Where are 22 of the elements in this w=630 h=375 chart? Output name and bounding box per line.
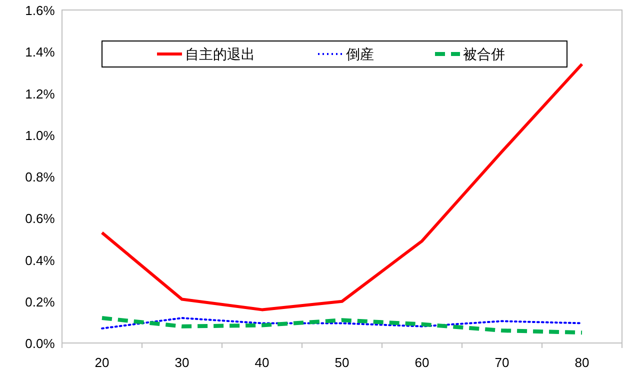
x-tick-label: 30 — [174, 355, 190, 370]
y-tick-label: 0.8% — [25, 170, 56, 184]
line-series — [100, 62, 584, 312]
y-tick-label: 1.6% — [25, 3, 56, 18]
y-tick-label: 0.6% — [25, 211, 56, 226]
legend-label: 自主的退出 — [185, 46, 255, 62]
y-tick-label: 1.0% — [25, 128, 56, 143]
x-tick-label: 50 — [334, 355, 350, 370]
legend-label: 倒産 — [346, 46, 374, 62]
x-tick-label: 80 — [574, 355, 590, 370]
y-tick-label: 0.0% — [25, 336, 56, 351]
y-tick-label: 0.4% — [25, 252, 56, 268]
x-tick-label: 60 — [414, 355, 430, 370]
y-tick-label: 1.4% — [25, 44, 56, 60]
x-tick-label: 40 — [254, 355, 270, 370]
y-tick-label: 1.2% — [25, 86, 56, 102]
line-series — [100, 316, 584, 335]
legend-label: 被合併 — [463, 46, 505, 62]
x-tick-label: 70 — [494, 355, 510, 370]
line-series — [101, 317, 583, 330]
y-tick-label: 0.2% — [25, 294, 56, 310]
x-tick-label: 20 — [94, 355, 110, 370]
